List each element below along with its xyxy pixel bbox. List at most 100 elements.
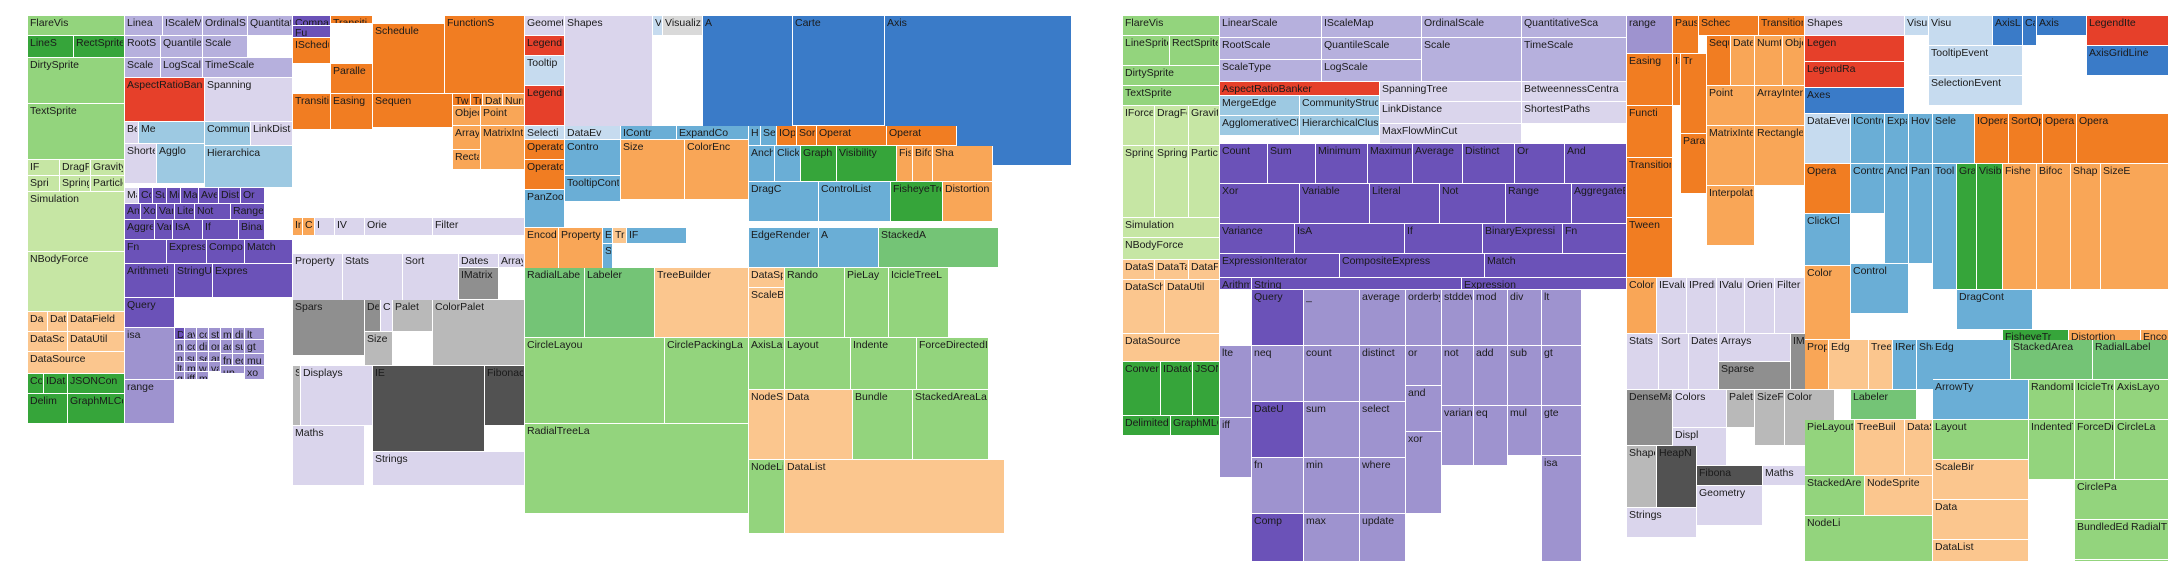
treemap-cell-label: Axis [887, 17, 1070, 29]
treemap-cell: ArrayInterpola [1755, 86, 1805, 126]
treemap-cell: distinct [1360, 346, 1406, 402]
treemap-cell-label: MatrixInterpol [483, 127, 523, 139]
treemap-cell: FibonacciHea [485, 366, 525, 426]
treemap-cell: IScaleMa [163, 16, 203, 36]
treemap-cell-label: Fisheye [899, 147, 911, 159]
treemap-cell-label: IContr [623, 127, 675, 139]
treemap-cell-label: Transition [1629, 159, 1671, 171]
treemap-cell-label: Tween [1629, 219, 1671, 231]
treemap-cell: TooltipControl [565, 176, 621, 202]
treemap-cell: Variance [1220, 224, 1295, 254]
treemap-cell-label: Variable [1302, 185, 1368, 197]
treemap-cell-label: IsA [1297, 225, 1403, 237]
treemap-cell-label: AspectRatioBanker [1222, 83, 1378, 95]
treemap-cell: Ancho [749, 146, 775, 182]
treemap-cell-label: Distortion [945, 183, 991, 195]
treemap-cell-label: LegendRa [1807, 63, 1903, 75]
treemap-cell-label: Spring [62, 177, 89, 189]
treemap-cell-label: ScaleBinding [751, 289, 783, 301]
treemap-cell-label: Co [141, 189, 151, 201]
treemap-cell: TooltipEvent [1929, 46, 2023, 76]
treemap-cell-label: BetweennessCentra [1524, 83, 1625, 95]
treemap-cell: Data [48, 312, 68, 332]
treemap-cell: DataSc [28, 332, 68, 352]
treemap-cell: RectSprite [1170, 36, 1220, 66]
treemap-cell-label: IF [30, 161, 58, 173]
treemap-cell-label: DragFo [1157, 107, 1187, 119]
treemap-cell: LegendRa [1805, 62, 1905, 88]
treemap-cell: DateUtil [175, 328, 185, 340]
treemap-cell-label: NBodyForce [1125, 239, 1218, 251]
treemap-cell: LinkDista [251, 122, 293, 146]
treemap-cell-label: _ [1306, 291, 1358, 303]
treemap-cell-label: m [199, 373, 207, 380]
treemap-cell-label: Simulation [1125, 219, 1218, 231]
treemap-cell: JSONCon [68, 374, 125, 394]
treemap-cell-label: MaxFlowMinCut [127, 189, 137, 201]
treemap-cell-label: Colors [1675, 391, 1725, 403]
treemap-cell-label: Dates [461, 255, 497, 267]
treemap-cell-label: Sum [155, 189, 165, 201]
treemap-cell: Range [1506, 184, 1572, 224]
treemap-cell: Spars [293, 300, 365, 356]
treemap-cell-label: AxisLabel [1995, 17, 2021, 29]
treemap-cell: IF [28, 160, 60, 176]
treemap-cell: QuantileScale [1322, 38, 1422, 60]
treemap-cell: Bifoc [2037, 164, 2071, 290]
treemap-cell: Date [483, 94, 503, 106]
treemap-cell-label: Data [1935, 501, 2027, 513]
treemap-cell: FisheyeTreeFil [891, 182, 943, 222]
treemap-cell: Displays [301, 366, 373, 426]
treemap-cell-label: TooltipEvent [1931, 47, 2021, 59]
treemap-cell-label: ExpandCo [679, 127, 747, 139]
treemap-cell: Control [1851, 264, 1909, 314]
treemap-cell-label: neq [1254, 347, 1302, 359]
treemap-cell-label: stddev [1444, 291, 1472, 303]
treemap-cell-label: min [1306, 459, 1358, 471]
treemap-cell-label: sub [1510, 347, 1540, 359]
treemap-cell: Gravity [1189, 106, 1220, 146]
treemap-cell: Tooltip [525, 56, 565, 86]
treemap-cell: IMatrix [459, 268, 499, 300]
treemap-cell-label: Aggre [127, 221, 153, 233]
treemap-cell-label: Selecti [527, 127, 563, 139]
treemap-cell: StackedAre [1805, 476, 1865, 516]
treemap-cell: Sele [1933, 114, 1975, 164]
treemap-cell-label: CirclePackingLa [667, 339, 747, 351]
treemap-cell-label: CompositeExpress [1342, 255, 1483, 267]
treemap-cell-label: ScaleType [1222, 61, 1320, 73]
treemap-cell: IData [44, 374, 68, 394]
treemap-cell: MatrixInte [1707, 126, 1755, 186]
treemap-cell-label: Sha [935, 147, 991, 159]
treemap-cell-label: SelectionEvent [1931, 77, 2021, 89]
treemap-cell-label: ForceDirect [2077, 421, 2113, 433]
treemap-cell: Quantitative [248, 16, 293, 36]
treemap-cell: Fisheye [897, 146, 913, 182]
treemap-cell-label: TextSprite [1125, 87, 1218, 99]
treemap-cell: eq [1474, 406, 1508, 466]
treemap-cell: Hov [1909, 114, 1933, 164]
treemap-cell: Paralle [331, 64, 373, 94]
treemap-cell: IF [627, 228, 687, 244]
treemap-cell-label: gte [1544, 407, 1580, 419]
treemap-cell-label: av [187, 329, 195, 340]
treemap-cell: MergeEdge [1220, 96, 1300, 116]
treemap-cell-label: AxisGridLine [2089, 47, 2167, 59]
treemap-cell-label: se [199, 353, 207, 362]
treemap-cell: LineS [28, 36, 74, 58]
treemap-cell-label: DateUtil [177, 329, 183, 340]
treemap-cell: Graph [801, 146, 837, 182]
treemap-cell: ForceDirect [2075, 420, 2115, 480]
treemap-cell-label: Palet [395, 301, 431, 313]
treemap-cell: Data [1933, 500, 2029, 540]
treemap-cell: Literal [1370, 184, 1440, 224]
treemap-cell: Labeler [585, 268, 655, 338]
treemap-cell: DataSource [1123, 334, 1220, 362]
treemap-cell: Particle [91, 176, 125, 192]
treemap-cell-label: Sequence [1709, 37, 1729, 49]
treemap-cell: m [197, 372, 209, 380]
treemap-cell-label: ArrayInterpola [1757, 87, 1803, 99]
treemap-cell: Not [1440, 184, 1506, 224]
treemap-cell: BetweennessCentra [1522, 82, 1627, 102]
treemap-cell: Spring [60, 176, 91, 192]
